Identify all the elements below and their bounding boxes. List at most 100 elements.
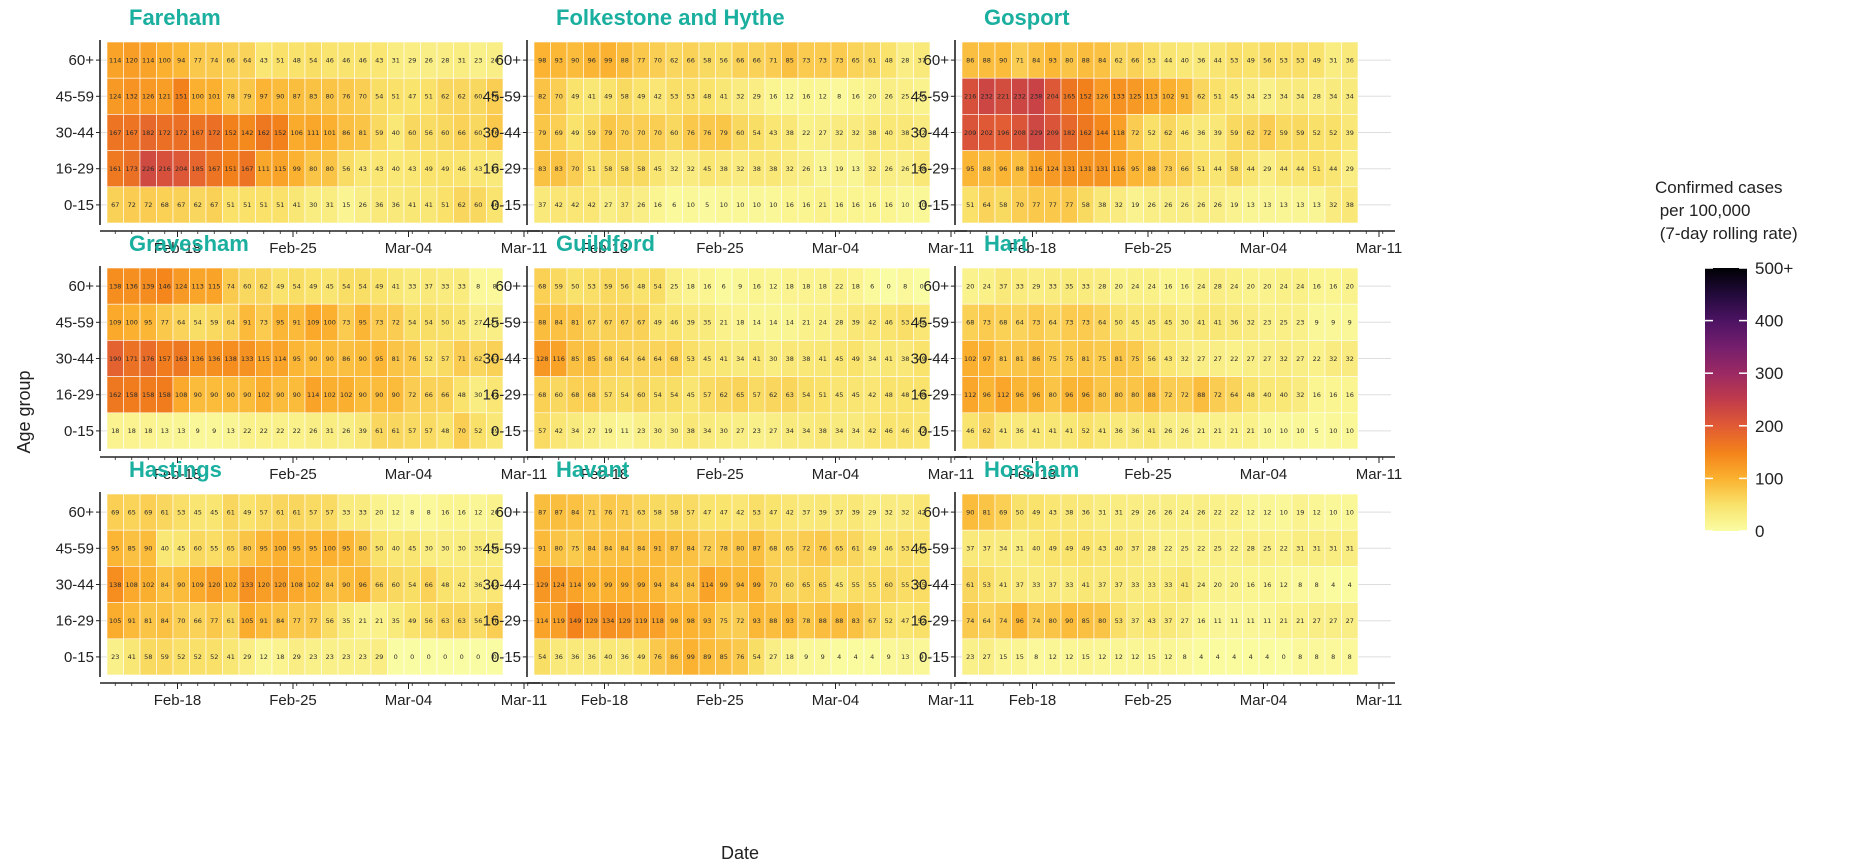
cell-value-label: 36: [1115, 427, 1123, 435]
cell-value-label: 77: [194, 56, 202, 64]
cell-value-label: 8: [1331, 653, 1335, 661]
cell-value-label: 95: [276, 319, 284, 327]
cell-value-label: 93: [555, 56, 563, 64]
cell-value-label: 5: [705, 201, 709, 209]
cell-value-label: 158: [126, 391, 138, 399]
cell-value-label: 49: [309, 282, 317, 290]
cell-value-label: 139: [142, 282, 154, 290]
cell-value-label: 90: [210, 391, 218, 399]
cell-value-label: 88: [1148, 391, 1156, 399]
cell-value-label: 64: [1230, 391, 1238, 399]
cell-value-label: 51: [276, 56, 284, 64]
cell-value-label: 23: [966, 653, 974, 661]
panel-gosport: Gosport 86 88 90 71 84 93 80 88 84 62 66 53 44 40 36 44 5…: [911, 5, 1403, 257]
cell-value-label: 45: [1164, 319, 1172, 327]
cell-value-label: 56: [474, 617, 482, 625]
cell-value-label: 80: [1065, 56, 1073, 64]
cell-value-label: 44: [1247, 165, 1255, 173]
cell-value-label: 11: [1230, 617, 1238, 625]
cell-value-label: 41: [588, 93, 596, 101]
cell-value-label: 71: [1016, 56, 1024, 64]
cell-value-label: 102: [307, 581, 319, 589]
cell-value-label: 24: [819, 319, 827, 327]
cell-value-label: 54: [753, 653, 761, 661]
cell-value-label: 36: [1197, 129, 1205, 137]
cell-value-label: 21: [375, 617, 383, 625]
cell-value-label: 85: [588, 355, 596, 363]
panel-title: Horsham: [984, 457, 1079, 482]
cell-value-label: 30: [458, 545, 466, 553]
y-axis-title: Age group: [14, 370, 34, 453]
cell-value-label: 36: [1197, 56, 1205, 64]
cell-value-label: 13: [819, 165, 827, 173]
cell-value-label: 49: [1247, 56, 1255, 64]
cell-value-label: 10: [687, 201, 695, 209]
cell-value-label: 101: [324, 129, 336, 137]
cell-value-label: 6: [672, 201, 676, 209]
cell-value-label: 69: [144, 508, 152, 516]
cell-value-label: 73: [983, 319, 991, 327]
cell-value-label: 38: [819, 427, 827, 435]
cell-value-label: 40: [604, 653, 612, 661]
cell-value-label: 46: [359, 56, 367, 64]
cell-value-label: 114: [307, 391, 319, 399]
cell-value-label: 27: [1313, 617, 1321, 625]
cell-value-label: 57: [441, 355, 449, 363]
cell-value-label: 51: [1197, 165, 1205, 173]
cell-value-label: 124: [553, 581, 565, 589]
cell-value-label: 40: [1032, 545, 1040, 553]
cell-value-label: 91: [654, 545, 662, 553]
cell-value-label: 42: [491, 391, 499, 399]
cell-value-label: 10: [1346, 508, 1354, 516]
cell-value-label: 26: [309, 427, 317, 435]
cell-value-label: 32: [1329, 355, 1337, 363]
cell-value-label: 27: [983, 653, 991, 661]
cell-value-label: 62: [458, 201, 466, 209]
heat-cell: [1341, 638, 1359, 676]
cell-value-label: 90: [359, 391, 367, 399]
cell-value-label: 80: [736, 545, 744, 553]
cell-value-label: 48: [441, 581, 449, 589]
cell-value-label: 90: [342, 581, 350, 589]
cell-value-label: 42: [868, 427, 876, 435]
heat-cell: [913, 412, 931, 450]
cell-value-label: 109: [109, 319, 121, 327]
cell-value-label: 74: [227, 282, 235, 290]
cell-value-label: 21: [720, 319, 728, 327]
cell-value-label: 6: [722, 282, 726, 290]
cell-value-label: 172: [159, 129, 171, 137]
cell-value-label: 129: [586, 617, 598, 625]
cell-value-label: 34: [835, 427, 843, 435]
cell-value-label: 34: [999, 545, 1007, 553]
cell-value-label: 26: [425, 56, 433, 64]
cell-value-label: 90: [309, 355, 317, 363]
cell-value-label: 57: [703, 391, 711, 399]
cell-value-label: 33: [1164, 581, 1172, 589]
y-tick-label: 30-44: [483, 351, 521, 368]
cell-value-label: 62: [474, 355, 482, 363]
cell-value-label: 88: [769, 617, 777, 625]
cell-value-label: 16: [753, 282, 761, 290]
cell-value-label: 59: [375, 129, 383, 137]
cell-value-label: 67: [868, 617, 876, 625]
cell-value-label: 24: [1296, 282, 1304, 290]
cell-value-label: 34: [868, 355, 876, 363]
cell-value-label: 26: [1181, 427, 1189, 435]
cell-value-label: 114: [569, 581, 581, 589]
panel-title: Folkestone and Hythe: [556, 5, 785, 30]
cell-value-label: 84: [621, 545, 629, 553]
cell-value-label: 11: [1214, 617, 1222, 625]
x-tick-label: Feb-25: [1124, 466, 1172, 483]
cell-value-label: 51: [425, 93, 433, 101]
cell-value-label: 27: [474, 319, 482, 327]
cell-value-label: 69: [999, 508, 1007, 516]
cell-value-label: 16: [1329, 282, 1337, 290]
cell-value-label: 149: [569, 617, 581, 625]
x-tick-label: Feb-25: [1124, 240, 1172, 257]
x-tick-label: Mar-04: [1240, 466, 1288, 483]
cell-value-label: 12: [392, 508, 400, 516]
cell-value-label: 12: [1313, 508, 1321, 516]
cell-value-label: 33: [441, 282, 449, 290]
cell-value-label: 30: [670, 427, 678, 435]
cell-value-label: 0: [920, 282, 924, 290]
